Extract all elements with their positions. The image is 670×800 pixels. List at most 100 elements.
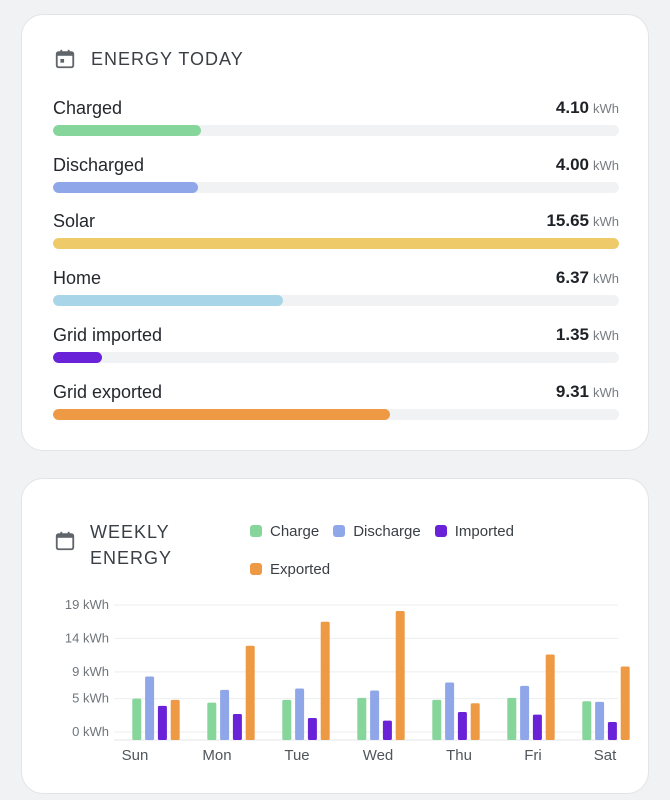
progress-track xyxy=(53,295,619,307)
bar-discharge-thu[interactable] xyxy=(445,682,455,740)
progress-fill xyxy=(53,125,202,136)
bar-exported-thu[interactable] xyxy=(470,703,480,740)
energy-row-label: Solar xyxy=(53,211,96,232)
energy-row-grid-imported: Grid imported 1.35 kWh xyxy=(53,325,619,373)
energy-row-label: Grid exported xyxy=(53,381,163,402)
energy-row-value: 6.37 kWh xyxy=(556,268,619,288)
energy-row-home: Home 6.37 kWh xyxy=(53,268,619,316)
energy-row-value: 4.10 kWh xyxy=(556,98,619,118)
bar-imported-wed[interactable] xyxy=(382,720,392,740)
legend-label: Imported xyxy=(454,522,514,540)
legend-label: Charge xyxy=(270,522,320,540)
bar-exported-sun[interactable] xyxy=(170,699,180,740)
energy-value-unit: kWh xyxy=(593,384,619,400)
x-tick-label: Tue xyxy=(284,747,309,764)
weekly-energy-chart: 0 kWh 5 kWh 9 kWh 14 kWh 19 kWh Sun Mon Tue Wed T… xyxy=(65,597,630,764)
energy-value-number: 4.10 xyxy=(555,98,589,117)
bar-charge-sun[interactable] xyxy=(132,698,142,740)
bar-discharge-wed[interactable] xyxy=(370,690,380,740)
energy-row-label: Home xyxy=(53,268,102,289)
energy-row-value: 1.35 kWh xyxy=(556,325,619,345)
bar-exported-tue[interactable] xyxy=(320,621,330,740)
x-tick-label: Thu xyxy=(446,747,472,764)
x-tick-label: Sun xyxy=(122,747,149,764)
energy-value-unit: kWh xyxy=(593,157,619,173)
bar-discharge-tue[interactable] xyxy=(295,688,305,740)
bar-discharge-mon[interactable] xyxy=(220,689,230,740)
progress-fill xyxy=(53,181,198,193)
weekly-energy-title: WEEKLY ENERGY xyxy=(90,519,172,571)
energy-value-number: 6.37 xyxy=(555,268,589,288)
progress-track xyxy=(53,238,619,250)
bar-exported-fri[interactable] xyxy=(545,654,555,740)
legend-label: Exported xyxy=(270,560,331,578)
weekly-energy-card: WEEKLY ENERGY Charge Discharge Imported Exp… xyxy=(21,478,649,794)
bar-charge-wed[interactable] xyxy=(357,697,367,740)
bar-charge-fri[interactable] xyxy=(507,697,517,740)
legend-item-charge[interactable]: Charge xyxy=(250,512,319,550)
legend-item-exported[interactable]: Exported xyxy=(250,550,330,588)
energy-today-header: ENERGY TODAY xyxy=(54,48,244,70)
x-tick-label: Mon xyxy=(202,747,231,764)
bar-imported-sat[interactable] xyxy=(607,721,617,740)
bar-exported-sat[interactable] xyxy=(620,666,630,740)
progress-fill xyxy=(53,295,284,307)
energy-row-discharged: Discharged 4.00 kWh xyxy=(53,155,619,203)
energy-today-title: ENERGY TODAY xyxy=(91,48,244,69)
progress-track xyxy=(53,408,619,420)
energy-value-number: 15.65 xyxy=(546,211,589,231)
energy-value-unit: kWh xyxy=(593,271,619,287)
bar-imported-sun[interactable] xyxy=(157,705,167,740)
bar-charge-mon[interactable] xyxy=(207,702,217,740)
energy-value-number: 9.31 xyxy=(555,381,589,401)
y-tick-label: 0 kWh xyxy=(72,724,109,739)
energy-row-label: Charged xyxy=(53,98,123,118)
progress-track xyxy=(53,125,619,136)
legend-swatch xyxy=(250,563,262,575)
bar-discharge-sat[interactable] xyxy=(595,701,605,740)
energy-row-label: Discharged xyxy=(53,154,145,175)
bar-discharge-fri[interactable] xyxy=(520,685,530,740)
legend-item-imported[interactable]: Imported xyxy=(434,512,514,550)
weekly-title-line2: ENERGY xyxy=(90,548,173,568)
bar-charge-tue[interactable] xyxy=(282,699,292,740)
bar-imported-fri[interactable] xyxy=(532,714,542,740)
calendar-icon xyxy=(55,531,75,551)
progress-track xyxy=(53,181,619,193)
bar-exported-mon[interactable] xyxy=(245,645,255,740)
bar-discharge-sun[interactable] xyxy=(145,676,155,740)
energy-value-unit: kWh xyxy=(593,327,619,343)
chart-legend: Charge Discharge Imported Exported xyxy=(250,512,580,588)
x-tick-label: Sat xyxy=(594,747,617,764)
y-tick-label: 9 kWh xyxy=(72,664,109,679)
bar-imported-tue[interactable] xyxy=(307,717,317,740)
y-tick-label: 19 kWh xyxy=(65,597,109,612)
x-tick-label: Fri xyxy=(524,747,542,764)
bar-imported-mon[interactable] xyxy=(232,713,242,740)
energy-value-number: 1.35 xyxy=(555,324,589,344)
bar-charge-thu[interactable] xyxy=(432,699,442,740)
legend-swatch xyxy=(434,525,447,537)
weekly-title-line1: WEEKLY xyxy=(90,522,170,542)
progress-fill xyxy=(53,351,102,363)
x-tick-label: Wed xyxy=(363,747,394,764)
y-tick-label: 14 kWh xyxy=(65,630,109,645)
bar-imported-thu[interactable] xyxy=(457,711,467,740)
energy-value-unit: kWh xyxy=(593,101,619,116)
energy-value-unit: kWh xyxy=(593,214,619,230)
progress-fill xyxy=(53,408,390,420)
y-tick-label: 5 kWh xyxy=(72,691,109,706)
legend-label: Discharge xyxy=(353,522,421,540)
legend-item-discharge[interactable]: Discharge xyxy=(333,512,421,550)
bar-exported-wed[interactable] xyxy=(395,611,405,740)
energy-row-charged: Charged 4.10 kWh xyxy=(53,98,619,146)
energy-row-value: 4.00 kWh xyxy=(556,155,619,175)
energy-row-value: 9.31 kWh xyxy=(556,382,619,402)
bar-charge-sat[interactable] xyxy=(582,701,592,740)
progress-fill xyxy=(53,238,619,250)
progress-track xyxy=(53,351,619,363)
energy-row-solar: Solar 15.65 kWh xyxy=(53,211,619,259)
energy-row-value: 15.65 kWh xyxy=(546,211,619,231)
calendar-icon xyxy=(55,49,75,69)
legend-swatch xyxy=(250,525,262,537)
